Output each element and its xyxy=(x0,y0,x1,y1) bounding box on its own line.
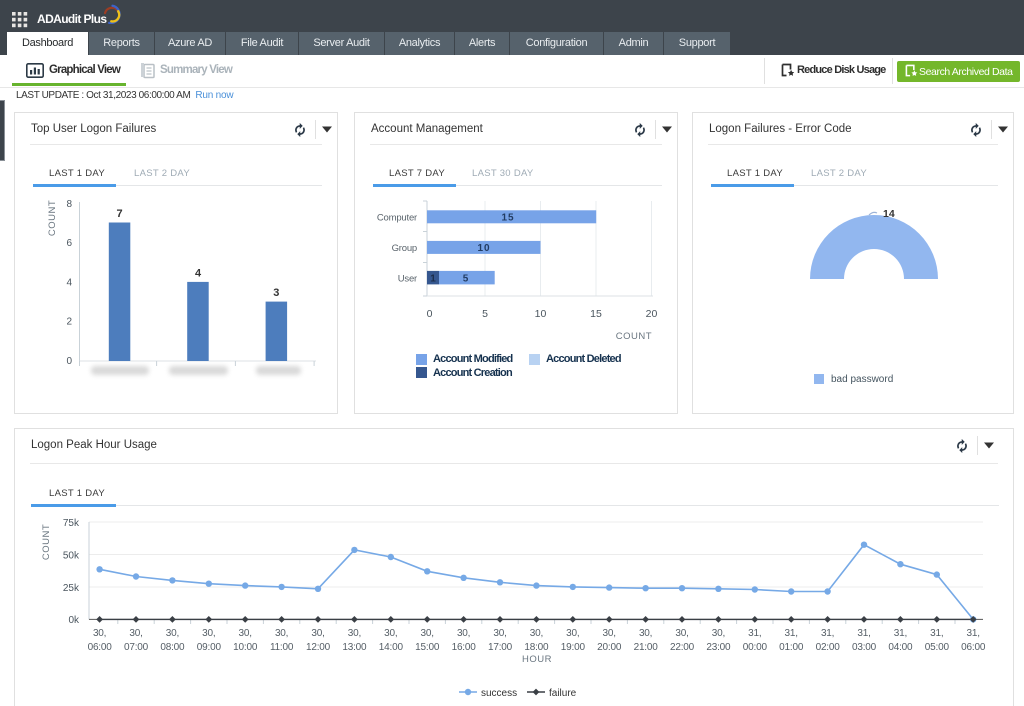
svg-text:30,06:00: 30, 06:00 xyxy=(88,628,113,653)
svg-text:6: 6 xyxy=(66,238,72,249)
svg-text:COUNT: COUNT xyxy=(616,331,652,342)
svg-text:30,21:00: 30, 21:00 xyxy=(634,628,659,653)
svg-text:2: 2 xyxy=(66,317,72,328)
svg-text:COUNT: COUNT xyxy=(47,200,58,236)
svg-text:3: 3 xyxy=(273,287,279,299)
svg-text:15: 15 xyxy=(501,213,514,224)
svg-text:Group: Group xyxy=(392,243,417,254)
svg-text:31,01:00: 31, 01:00 xyxy=(779,628,804,653)
svg-text:30,09:00: 30, 09:00 xyxy=(197,628,222,653)
svg-text:10: 10 xyxy=(477,243,490,254)
svg-text:31,06:00: 31, 06:00 xyxy=(961,628,986,653)
svg-text:30,20:00: 30, 20:00 xyxy=(597,628,622,653)
svg-text:30,10:00: 30, 10:00 xyxy=(233,628,258,653)
svg-text:User: User xyxy=(398,274,417,285)
svg-text:31,02:00: 31, 02:00 xyxy=(816,628,841,653)
svg-text:30,23:00: 30, 23:00 xyxy=(706,628,731,653)
svg-text:30,18:00: 30, 18:00 xyxy=(524,628,549,653)
svg-text:Computer: Computer xyxy=(377,213,417,224)
svg-text:failure: failure xyxy=(549,688,577,699)
svg-text:31,03:00: 31, 03:00 xyxy=(852,628,877,653)
svg-text:20: 20 xyxy=(646,308,658,320)
svg-text:4: 4 xyxy=(66,277,72,288)
svg-text:31,05:00: 31, 05:00 xyxy=(925,628,950,653)
svg-text:75k: 75k xyxy=(63,518,80,529)
svg-text:15: 15 xyxy=(590,308,602,320)
svg-text:50k: 50k xyxy=(63,551,80,562)
svg-text:10: 10 xyxy=(535,308,547,320)
svg-text:30,07:00: 30, 07:00 xyxy=(124,628,149,653)
svg-text:30,12:00: 30, 12:00 xyxy=(306,628,331,653)
svg-text:30,13:00: 30, 13:00 xyxy=(342,628,367,653)
svg-text:31,04:00: 31, 04:00 xyxy=(888,628,913,653)
svg-text:30,08:00: 30, 08:00 xyxy=(160,628,185,653)
svg-text:1: 1 xyxy=(430,274,436,285)
svg-text:30,19:00: 30, 19:00 xyxy=(561,628,586,653)
svg-text:COUNT: COUNT xyxy=(41,524,52,560)
svg-text:30,17:00: 30, 17:00 xyxy=(488,628,513,653)
svg-text:31,00:00: 31, 00:00 xyxy=(743,628,768,653)
svg-text:7: 7 xyxy=(116,208,122,220)
svg-text:5: 5 xyxy=(463,274,470,285)
svg-text:30,11:00: 30, 11:00 xyxy=(270,628,294,653)
svg-text:30,22:00: 30, 22:00 xyxy=(670,628,695,653)
svg-text:5: 5 xyxy=(482,308,488,320)
svg-text:30,16:00: 30, 16:00 xyxy=(452,628,477,653)
svg-text:0: 0 xyxy=(66,356,72,367)
svg-text:8: 8 xyxy=(66,199,72,210)
svg-text:14: 14 xyxy=(883,208,895,220)
svg-text:0: 0 xyxy=(427,308,433,320)
svg-text:30,15:00: 30, 15:00 xyxy=(415,628,440,653)
svg-text:success: success xyxy=(481,688,517,699)
svg-text:30,14:00: 30, 14:00 xyxy=(379,628,404,653)
svg-text:HOUR: HOUR xyxy=(522,654,552,665)
svg-text:4: 4 xyxy=(195,268,202,280)
svg-text:0k: 0k xyxy=(68,615,80,626)
svg-text:25k: 25k xyxy=(63,583,80,594)
